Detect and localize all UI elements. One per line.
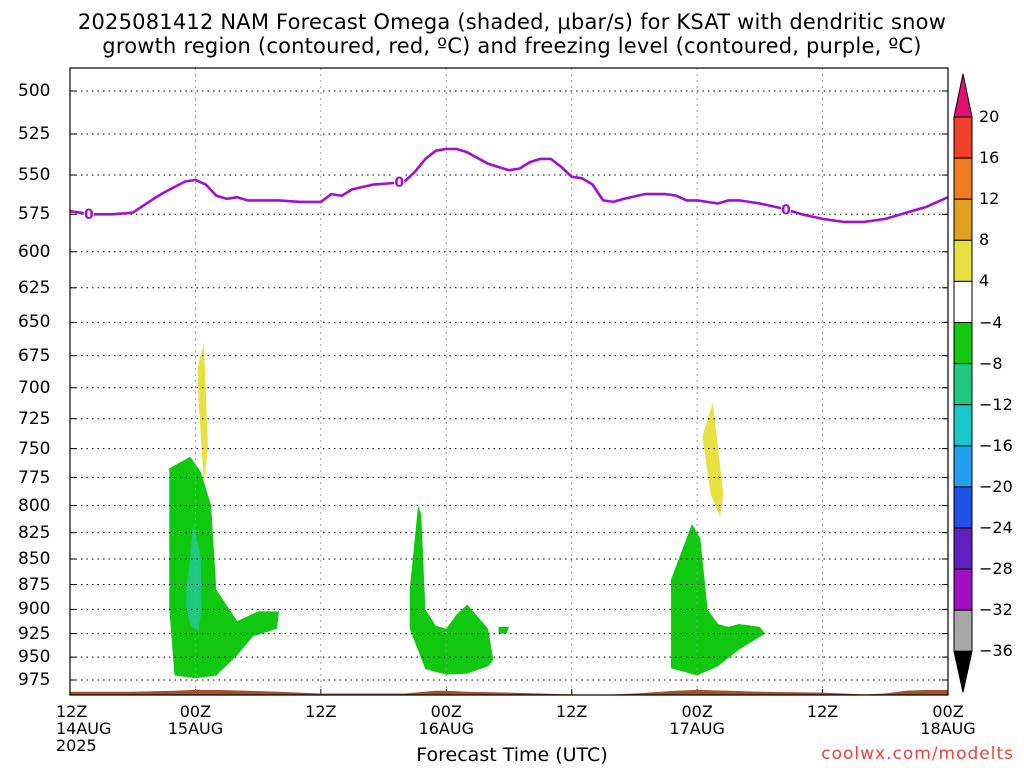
omega-region-4 — [498, 626, 509, 634]
colorbar-tick-label: −8 — [979, 353, 1003, 373]
y-tick-label: 775 — [18, 467, 51, 488]
colorbar — [953, 73, 973, 693]
colorbar-swatch-1 — [953, 116, 973, 159]
omega-region-3 — [409, 505, 494, 675]
y-tick-label: 600 — [18, 241, 51, 262]
y-tick-label: 575 — [18, 204, 51, 225]
x-tick-label: 12Z — [305, 702, 337, 721]
y-tick-label: 950 — [18, 647, 51, 668]
colorbar-top-triangle — [953, 73, 973, 118]
freezing-level-contour-label: 0 — [84, 207, 94, 223]
y-tick-label: 500 — [18, 81, 51, 101]
y-tick-label: 550 — [18, 165, 51, 186]
y-tick-label: 625 — [18, 277, 51, 298]
colorbar-swatch-2 — [953, 157, 973, 200]
freezing-level-contour-label: 0 — [781, 203, 791, 219]
y-tick-label: 825 — [18, 522, 51, 543]
colorbar-tick-label: 20 — [979, 107, 1000, 126]
colorbar-swatch-4 — [953, 239, 973, 282]
colorbar-tick-label: −16 — [979, 435, 1013, 455]
omega-positive-region-1 — [197, 342, 208, 484]
colorbar-swatch-13 — [953, 609, 973, 652]
y-tick-label: 875 — [18, 574, 51, 595]
colorbar-swatch-3 — [953, 198, 973, 241]
omega-shading-layer — [169, 342, 766, 679]
colorbar-swatch-9 — [953, 445, 973, 488]
colorbar-swatch-10 — [953, 486, 973, 529]
y-tick-label: 650 — [18, 312, 51, 333]
colorbar-tick-label: 16 — [979, 148, 1000, 168]
x-tick-label: 12Z — [556, 702, 588, 721]
colorbar-swatch-7 — [953, 363, 973, 406]
freezing-level-contour-label: 0 — [394, 175, 404, 191]
terrain-surface — [70, 689, 948, 696]
y-tick-label: 925 — [18, 623, 51, 644]
x-tick-label: 00Z 17AUG — [669, 702, 725, 738]
freezing-level-label-bg-3 — [780, 201, 791, 218]
colorbar-tick-label: 12 — [979, 189, 1000, 209]
colorbar-tick-label: −4 — [979, 312, 1003, 332]
omega-region-2 — [186, 521, 202, 631]
x-tick-label: 00Z 16AUG — [418, 702, 474, 738]
colorbar-tick-label: −36 — [979, 641, 1013, 661]
plot-border — [69, 67, 949, 696]
y-tick-label: 800 — [18, 495, 51, 516]
colorbar-swatch-8 — [953, 404, 973, 447]
freezing-level-label-bg-2 — [394, 174, 405, 191]
y-tick-label: 750 — [18, 438, 51, 459]
colorbar-tick-label: −12 — [979, 394, 1013, 414]
colorbar-tick-label: 4 — [979, 271, 990, 291]
source-credit: coolwx.com/modelts — [821, 744, 1014, 764]
colorbar-swatch-11 — [953, 527, 973, 570]
colorbar-swatch-6 — [953, 322, 973, 365]
chart-title-line-2: growth region (contoured, red, ºC) and f… — [102, 34, 922, 58]
y-tick-label: 850 — [18, 548, 51, 569]
colorbar-tick-label: −24 — [979, 518, 1013, 537]
omega-region-5 — [671, 524, 766, 676]
x-tick-label: 12Z — [806, 702, 839, 721]
y-tick-label: 900 — [18, 599, 51, 620]
omega-region-1 — [169, 456, 279, 679]
x-tick-label: 12Z 14AUG 2025 — [56, 702, 112, 755]
colorbar-swatch-12 — [953, 568, 973, 611]
freezing-level-label-bg-1 — [83, 205, 94, 222]
freezing-level-layer: 0 0 0 — [69, 147, 949, 224]
colorbar-tick-label: 8 — [979, 230, 990, 250]
chart-title-line-1: 2025081412 NAM Forecast Omega (shaded, μ… — [77, 10, 947, 34]
y-tick-label: 675 — [18, 345, 51, 366]
y-tick-label: 525 — [18, 124, 51, 145]
y-tick-label: 725 — [18, 408, 51, 429]
x-tick-label: 00Z 15AUG — [167, 702, 224, 738]
terrain-layer — [70, 689, 948, 696]
x-tick-label: 00Z 18AUG — [920, 702, 976, 738]
freezing-level-line — [69, 147, 949, 224]
colorbar-swatch-5 — [953, 280, 973, 323]
colorbar-tick-label: −32 — [979, 600, 1013, 620]
colorbar-bottom-triangle — [953, 650, 973, 693]
plot-frame — [69, 67, 949, 696]
y-tick-label: 975 — [18, 670, 51, 690]
colorbar-tick-label: −20 — [979, 476, 1013, 496]
omega-positive-region-2 — [702, 402, 724, 517]
colorbar-tick-label: −28 — [979, 559, 1013, 579]
x-axis-label: Forecast Time (UTC) — [416, 744, 608, 766]
y-tick-label: 700 — [18, 377, 51, 398]
